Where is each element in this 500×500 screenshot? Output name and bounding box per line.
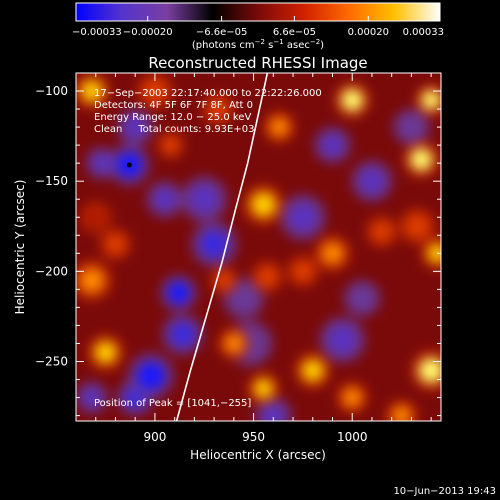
hot-emission-blob xyxy=(86,207,106,227)
hot-emission-blob xyxy=(162,136,179,154)
annotation-detectors: Detectors: 4F 5F 6F 7F 8F, Att 0 xyxy=(94,100,253,111)
negative-residual-blob xyxy=(289,203,317,232)
annotation-time-range: 17−Sep−2003 22:17:40.000 to 22:22:26.000 xyxy=(94,88,322,99)
negative-residual-blob xyxy=(200,230,228,259)
y-tick-label: −150 xyxy=(35,174,68,188)
negative-residual-blob xyxy=(137,362,165,390)
x-tick-label: 1000 xyxy=(337,430,368,444)
x-axis-label: Heliocentric X (arcsec) xyxy=(190,448,326,462)
colorbar-tick-label: 0.00020 xyxy=(348,27,389,38)
plot-frame xyxy=(75,72,442,422)
hot-emission-blob xyxy=(410,148,433,171)
negative-residual-blob xyxy=(170,322,195,347)
negative-residual-blob xyxy=(91,153,112,173)
chart-title: Reconstructed RHESSI Image xyxy=(148,54,367,72)
annotations: 17−Sep−2003 22:17:40.000 to 22:22:26.000… xyxy=(94,88,322,409)
hot-emission-blob xyxy=(143,79,166,103)
hot-emission-blob xyxy=(224,333,244,354)
annotation-energy: Energy Range: 12.0 − 25.0 keV xyxy=(94,112,251,123)
hot-emission-blob xyxy=(372,222,392,242)
colorbar-ticks: −0.00033 −0.00020 −6.6e−05 6.6e−05 0.00020 0.… xyxy=(72,16,444,38)
peak-position-label: Position of Peak = [1041,−255] xyxy=(94,398,251,409)
hot-emission-blob xyxy=(321,242,344,265)
heatmap xyxy=(76,73,441,421)
hot-emission-blob xyxy=(80,79,103,103)
colorbar-tick-label: −6.6e−05 xyxy=(196,27,248,38)
negative-residual-blob xyxy=(359,168,385,194)
negative-residual-blob xyxy=(82,387,102,408)
y-axis-ticks: −100 −150 −200 −250 xyxy=(35,72,441,417)
peak-marker xyxy=(126,162,132,168)
hot-emission-blob xyxy=(251,192,276,218)
colorbar-tick-label: 0.00033 xyxy=(403,27,444,38)
hot-emission-blob xyxy=(421,90,441,110)
negative-residual-blob xyxy=(400,116,423,139)
annotation-clean-counts: Clean Total counts: 9.93E+03 xyxy=(94,124,254,135)
negative-residual-blob xyxy=(351,287,374,310)
colorbar-tick-label: −0.00033 xyxy=(72,27,122,38)
hot-emission-blob xyxy=(105,234,126,254)
hot-emission-blob xyxy=(418,358,441,383)
colorbar-unit: (photons cm−2 s−1 asec−2) xyxy=(192,38,324,51)
y-tick-label: −100 xyxy=(35,84,68,98)
hot-emission-blob xyxy=(94,341,117,364)
footer-timestamp: 10−Jun−2013 19:43 xyxy=(393,486,496,497)
solar-limb-curve xyxy=(175,73,269,421)
hot-emission-blob xyxy=(406,215,429,238)
x-axis-ticks: 900 950 1000 xyxy=(95,73,432,444)
y-tick-label: −200 xyxy=(35,264,68,278)
y-tick-label: −250 xyxy=(35,354,68,368)
y-axis-label: Heliocentric Y (arcsec) xyxy=(13,180,27,315)
hot-emission-blob xyxy=(427,243,441,263)
negative-residual-blob xyxy=(262,404,285,421)
negative-residual-blob xyxy=(190,185,219,214)
hot-emission-blob xyxy=(253,378,274,399)
negative-residual-blob xyxy=(328,326,357,354)
colorbar xyxy=(75,2,441,22)
hot-emission-blob xyxy=(293,261,313,282)
hot-emission-blob xyxy=(301,359,324,382)
negative-residual-blob xyxy=(231,285,257,311)
colorbar-tick-label: 6.6e−05 xyxy=(273,27,316,38)
hot-emission-blob xyxy=(391,405,412,421)
hot-emission-blob xyxy=(215,272,233,289)
negative-residual-blob xyxy=(153,188,176,211)
negative-residual-blob xyxy=(124,116,147,139)
hot-emission-blob xyxy=(257,267,278,287)
hot-emission-blob xyxy=(269,117,289,137)
hot-emission-blob xyxy=(341,88,364,112)
colorbar-tick-label: −0.00020 xyxy=(123,27,173,38)
x-tick-label: 950 xyxy=(242,430,265,444)
negative-residual-blob xyxy=(321,134,344,157)
x-tick-label: 900 xyxy=(143,430,166,444)
hot-emission-blob xyxy=(79,267,105,293)
negative-residual-blob xyxy=(167,281,190,305)
hot-emission-blob xyxy=(342,387,362,408)
hot-emission-blob xyxy=(208,99,228,119)
